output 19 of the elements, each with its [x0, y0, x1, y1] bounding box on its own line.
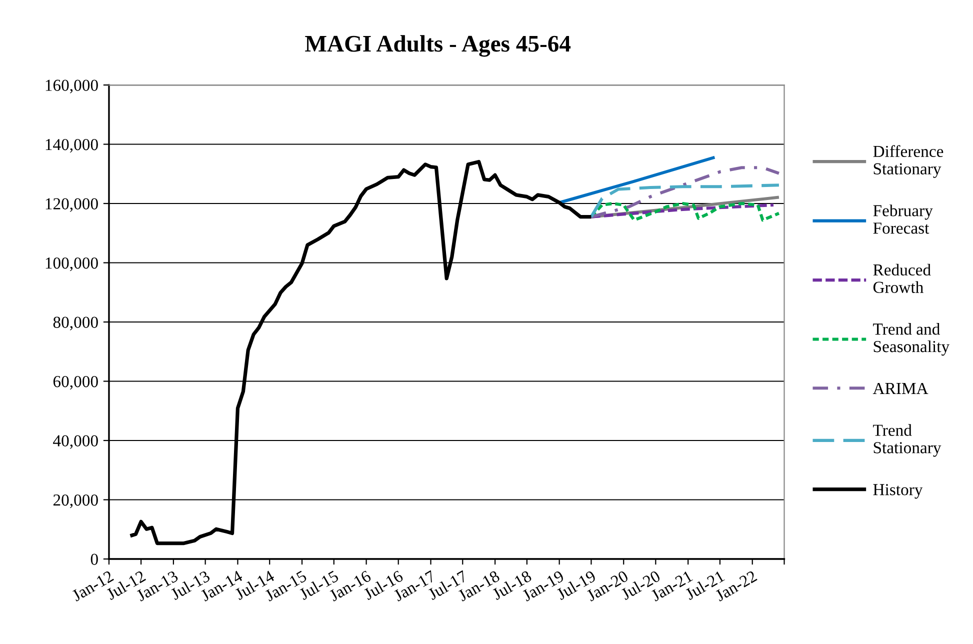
y-tick-label: 20,000	[53, 494, 98, 508]
y-tick-label: 120,000	[46, 198, 98, 212]
line-series	[590, 166, 780, 218]
chart-title: MAGI Adults - Ages 45-64	[305, 35, 571, 57]
y-tick-label: 40,000	[53, 435, 98, 449]
y-tick-label: 100,000	[46, 257, 98, 272]
y-tick-label: 80,000	[53, 316, 98, 330]
legend-label: History	[873, 484, 923, 499]
line-series	[590, 184, 780, 218]
y-tick-label: 60,000	[53, 376, 98, 390]
legend-label: Trend Stationary	[873, 424, 942, 457]
y-tick-label: 160,000	[46, 80, 98, 94]
y-tick-label: 0	[90, 554, 98, 565]
legend-label: Reduced Growth	[873, 264, 931, 293]
legend-label: ARIMA	[872, 382, 928, 394]
legend-label: Difference Stationary	[873, 145, 944, 178]
legend-label: February Forecast	[873, 204, 933, 234]
y-tick-label: 140,000	[46, 138, 98, 153]
legend-label: Trend and Seasonality	[873, 323, 950, 356]
